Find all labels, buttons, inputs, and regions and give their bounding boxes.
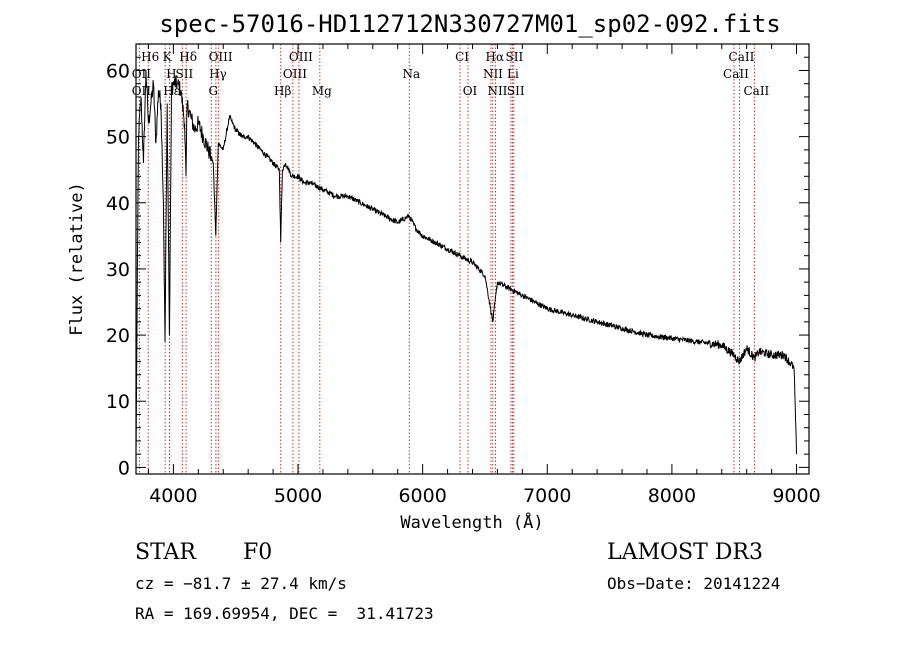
- spectral-line-label: Li: [507, 67, 519, 81]
- y-tick-label: 0: [118, 457, 130, 479]
- x-axis-label: Wavelength (Å): [400, 511, 543, 533]
- y-tick-label: 20: [106, 325, 130, 347]
- series-layer: [135, 70, 797, 455]
- y-tick-label: 60: [106, 60, 130, 82]
- spectral-line-label: OII: [132, 67, 152, 81]
- object-type: STAR: [135, 540, 196, 565]
- y-axis-label: Flux (relative): [67, 182, 87, 336]
- observation-date: Obs−Date: 20141224: [607, 574, 781, 593]
- x-tick-label: 4000: [149, 485, 197, 507]
- spectral-line-label: Hδ: [179, 50, 197, 64]
- x-tick-label: 5000: [274, 485, 322, 507]
- spectral-line-label: Hγ: [209, 67, 227, 81]
- spectral-line-label: NII: [487, 84, 507, 98]
- spectral-subclass: F0: [243, 540, 273, 565]
- spectral-line-label: OII: [132, 84, 152, 98]
- coordinates: RA = 169.69954, DEC = 31.41723: [135, 604, 434, 623]
- x-tick-label: 8000: [648, 485, 696, 507]
- spectral-line-label: CaII: [723, 67, 749, 81]
- spectral-line-label: OIII: [283, 67, 307, 81]
- spectral-line-label: Na: [402, 67, 420, 81]
- spectral-line-label: OIII: [289, 50, 313, 64]
- x-tick-label: 7000: [523, 485, 571, 507]
- spectral-line-label: OI: [463, 84, 478, 98]
- spectral-line-label: Hα: [486, 50, 505, 64]
- y-tick-label: 30: [106, 259, 130, 281]
- spectral-line-label: SII: [507, 84, 525, 98]
- spectral-line-label: CI: [455, 50, 469, 64]
- spectral-line-label: Hβ: [274, 84, 291, 98]
- plot-frame: [135, 43, 810, 475]
- y-tick-label: 50: [106, 127, 130, 149]
- spectral-line-label: CaII: [729, 50, 755, 64]
- chart-title: spec-57016-HD112712N330727M01_sp02-092.f…: [159, 10, 780, 38]
- spectral-line-label: NII: [483, 67, 503, 81]
- y-tick-label: 40: [106, 193, 130, 215]
- survey-name: LAMOST DR3: [607, 540, 763, 565]
- spectral-line-label: Mg: [312, 84, 332, 98]
- spectral-line-label: H: [166, 67, 176, 81]
- spectral-line-label: H6: [141, 50, 159, 64]
- redshift-cz: cz = −81.7 ± 27.4 km/s: [135, 574, 347, 593]
- spectral-line-label: SII: [176, 67, 194, 81]
- x-tick-label: 9000: [772, 485, 820, 507]
- spectral-line-label: G: [208, 84, 218, 98]
- spectral-line-label: SII: [506, 50, 524, 64]
- spectral-line-label: CaII: [743, 84, 769, 98]
- flux-series-line: [135, 70, 797, 455]
- spectral-line-label: OIII: [209, 50, 233, 64]
- y-tick-label: 10: [106, 391, 130, 413]
- spectral-line-label: K: [163, 50, 173, 64]
- axis-ticks-layer: 4000 5000 6000 7000 8000 9000 0 10 20 30 40 50 60: [106, 44, 821, 507]
- x-tick-label: 6000: [398, 485, 446, 507]
